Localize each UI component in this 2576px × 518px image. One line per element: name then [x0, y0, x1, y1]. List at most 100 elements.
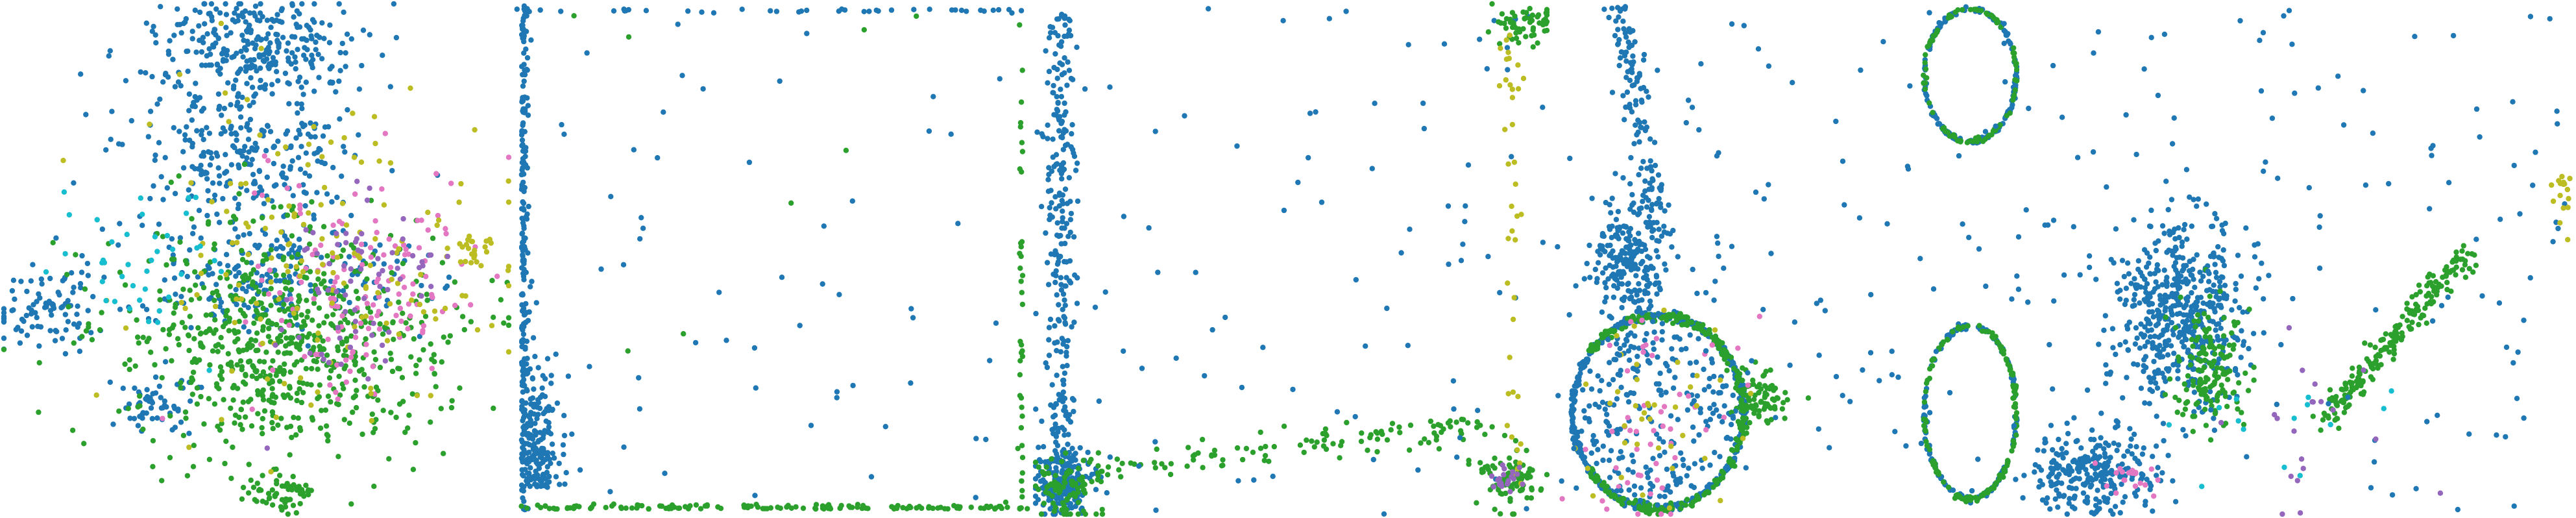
data-point-blue — [215, 165, 221, 171]
data-point-blue — [1660, 439, 1666, 445]
data-point-blue — [236, 91, 241, 97]
data-point-blue — [1582, 459, 1588, 465]
data-point-blue — [220, 50, 226, 56]
data-point-olive — [319, 236, 325, 242]
data-point-green — [1365, 447, 1370, 453]
data-point-olive — [1510, 316, 1516, 323]
data-point-blue — [1077, 445, 1083, 451]
data-point-blue — [247, 103, 252, 108]
data-point-green — [302, 322, 308, 328]
data-point-blue — [520, 247, 526, 253]
data-point-blue — [312, 134, 318, 140]
data-point-pink — [348, 354, 354, 360]
data-point-green — [246, 462, 252, 467]
data-point-blue — [561, 413, 567, 419]
data-point-blue — [162, 277, 167, 283]
data-point-blue — [172, 191, 178, 197]
data-point-green — [1017, 265, 1023, 271]
data-point-purple — [303, 227, 309, 233]
data-point-blue — [175, 6, 180, 12]
data-point-blue — [222, 170, 228, 176]
data-point-blue — [313, 39, 319, 45]
data-point-blue — [1712, 449, 1718, 456]
data-point-green — [286, 306, 291, 312]
data-point-blue — [204, 31, 210, 37]
data-point-blue — [23, 312, 29, 319]
data-point-green — [304, 297, 310, 303]
data-point-blue — [244, 80, 250, 86]
data-point-green — [328, 368, 334, 374]
data-point-blue — [868, 474, 875, 480]
data-point-blue — [249, 145, 255, 151]
data-point-green — [64, 271, 70, 278]
data-point-blue — [342, 149, 348, 155]
data-point-green — [1482, 432, 1488, 438]
data-point-blue — [367, 32, 372, 38]
data-point-blue — [1638, 261, 1644, 267]
data-point-blue — [1582, 415, 1588, 421]
data-point-green — [254, 388, 261, 394]
data-point-green — [337, 392, 343, 398]
data-point-green — [1239, 456, 1246, 463]
data-point-blue — [519, 382, 526, 388]
data-point-green — [1619, 501, 1625, 507]
data-point-blue — [549, 441, 555, 447]
data-point-cyan — [101, 260, 108, 265]
data-point-green — [1114, 456, 1121, 462]
data-point-blue — [995, 6, 1002, 13]
data-point-blue — [1657, 452, 1663, 459]
data-point-olive — [1515, 62, 1521, 68]
data-point-pink — [265, 291, 272, 297]
data-point-green — [326, 375, 333, 381]
data-point-blue — [1665, 483, 1671, 489]
data-point-blue — [229, 55, 235, 60]
data-point-olive — [278, 229, 284, 235]
data-point-green — [429, 356, 435, 362]
data-point-blue — [254, 36, 260, 42]
data-point-blue — [59, 336, 66, 341]
data-point-green — [1689, 319, 1695, 325]
data-point-green — [152, 362, 158, 368]
data-point-blue — [926, 128, 932, 134]
data-point-olive — [418, 271, 424, 278]
data-point-purple — [314, 251, 320, 256]
data-point-green — [191, 336, 197, 341]
data-point-blue — [1687, 332, 1693, 338]
data-point-blue — [1067, 217, 1074, 223]
data-point-green — [1075, 465, 1082, 471]
data-point-green — [269, 487, 275, 493]
data-point-blue — [1580, 387, 1586, 393]
data-point-green — [1056, 487, 1062, 493]
data-point-blue — [256, 242, 262, 249]
data-point-blue — [204, 176, 210, 182]
data-point-blue — [177, 235, 184, 241]
data-point-blue — [1655, 354, 1660, 360]
data-point-green — [219, 344, 225, 350]
data-point-blue — [949, 7, 955, 13]
data-point-olive — [265, 376, 271, 382]
data-point-blue — [1625, 238, 1631, 243]
data-point-blue — [291, 243, 297, 249]
data-point-green — [245, 490, 252, 496]
data-point-blue — [103, 147, 109, 153]
data-point-green — [269, 502, 276, 508]
data-point-blue — [519, 403, 525, 410]
data-point-blue — [257, 282, 263, 288]
data-point-purple — [376, 271, 382, 277]
data-point-blue — [1612, 171, 1618, 177]
data-point-blue — [274, 12, 280, 18]
data-point-blue — [524, 216, 530, 222]
data-point-blue — [1690, 266, 1695, 273]
data-point-blue — [1136, 463, 1142, 469]
data-point-pink — [429, 291, 435, 298]
data-point-olive — [376, 158, 382, 164]
data-point-blue — [1058, 86, 1063, 92]
data-point-blue — [280, 34, 286, 40]
data-point-blue — [297, 245, 303, 251]
data-point-blue — [235, 234, 241, 240]
data-point-green — [1311, 444, 1318, 450]
data-point-green — [1063, 506, 1069, 513]
data-point-blue — [1056, 302, 1062, 308]
data-point-blue — [387, 84, 393, 90]
data-point-olive — [1514, 213, 1520, 219]
